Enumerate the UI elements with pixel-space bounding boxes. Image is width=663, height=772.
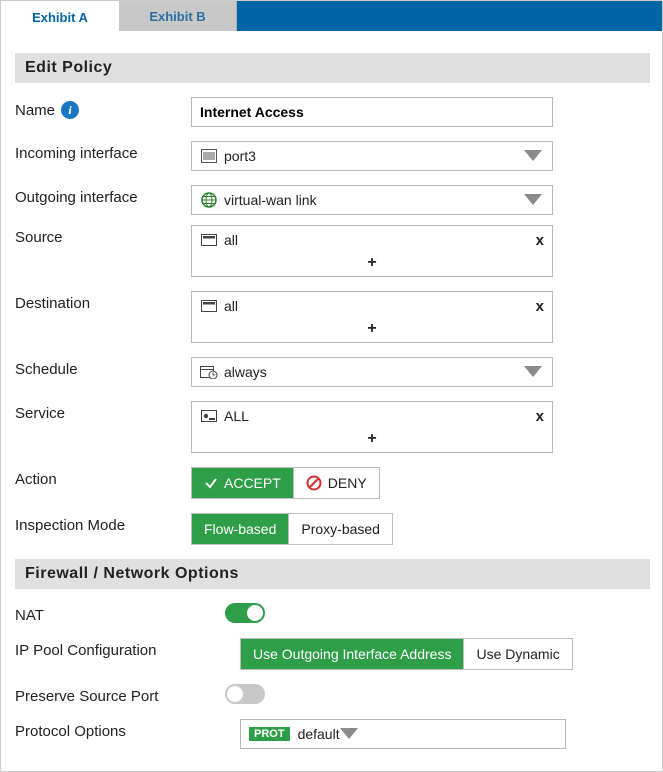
service-item-value: ALL bbox=[224, 408, 249, 424]
chevron-down-icon bbox=[524, 366, 542, 378]
source-item-value: all bbox=[224, 232, 238, 248]
protocol-value: default bbox=[298, 726, 340, 742]
inspection-proxy-button[interactable]: Proxy-based bbox=[289, 514, 392, 544]
prot-badge: PROT bbox=[249, 727, 290, 741]
add-destination-button[interactable]: + bbox=[192, 320, 552, 342]
action-accept-button[interactable]: ACCEPT bbox=[192, 468, 294, 498]
tab-exhibit-a[interactable]: Exhibit A bbox=[1, 1, 119, 31]
ip-pool-outgoing-button[interactable]: Use Outgoing Interface Address bbox=[241, 639, 464, 669]
section-firewall-network: Firewall / Network Options bbox=[15, 559, 650, 589]
add-source-button[interactable]: + bbox=[192, 254, 552, 276]
ip-pool-dynamic-button[interactable]: Use Dynamic bbox=[464, 639, 571, 669]
schedule-value: always bbox=[224, 364, 267, 380]
section-edit-policy: Edit Policy bbox=[15, 53, 650, 83]
label-preserve-source-port: Preserve Source Port bbox=[15, 684, 225, 705]
globe-icon bbox=[200, 191, 218, 209]
chevron-down-icon bbox=[340, 728, 358, 740]
destination-multiselect[interactable]: all x + bbox=[191, 291, 553, 343]
schedule-select[interactable]: always bbox=[191, 357, 553, 387]
check-icon bbox=[204, 476, 218, 490]
label-destination: Destination bbox=[15, 291, 191, 312]
nat-toggle[interactable] bbox=[225, 603, 265, 623]
outgoing-interface-value: virtual-wan link bbox=[224, 192, 317, 208]
label-outgoing-interface: Outgoing interface bbox=[15, 185, 191, 206]
preserve-source-port-toggle[interactable] bbox=[225, 684, 265, 704]
label-source: Source bbox=[15, 225, 191, 246]
tab-exhibit-b[interactable]: Exhibit B bbox=[119, 1, 237, 31]
name-input[interactable] bbox=[191, 97, 553, 127]
label-protocol-options: Protocol Options bbox=[15, 719, 240, 740]
address-icon bbox=[200, 231, 218, 249]
service-icon bbox=[200, 407, 218, 425]
inspection-flow-button[interactable]: Flow-based bbox=[192, 514, 289, 544]
outgoing-interface-select[interactable]: virtual-wan link bbox=[191, 185, 553, 215]
inspection-toggle: Flow-based Proxy-based bbox=[191, 513, 393, 545]
label-inspection-mode: Inspection Mode bbox=[15, 513, 191, 534]
label-service: Service bbox=[15, 401, 191, 422]
tab-bar: Exhibit A Exhibit B bbox=[1, 1, 662, 31]
label-schedule: Schedule bbox=[15, 357, 191, 378]
chevron-down-icon bbox=[524, 150, 542, 162]
label-ip-pool: IP Pool Configuration bbox=[15, 638, 240, 659]
port-icon bbox=[200, 147, 218, 165]
label-action: Action bbox=[15, 467, 191, 488]
ip-pool-toggle: Use Outgoing Interface Address Use Dynam… bbox=[240, 638, 573, 670]
address-icon bbox=[200, 297, 218, 315]
chevron-down-icon bbox=[524, 194, 542, 206]
remove-icon[interactable]: x bbox=[536, 298, 544, 315]
incoming-interface-select[interactable]: port3 bbox=[191, 141, 553, 171]
info-icon[interactable]: i bbox=[61, 101, 79, 119]
calendar-clock-icon bbox=[200, 363, 218, 381]
label-nat: NAT bbox=[15, 603, 225, 624]
label-name: Name i bbox=[15, 97, 191, 119]
action-toggle: ACCEPT DENY bbox=[191, 467, 380, 499]
destination-item-value: all bbox=[224, 298, 238, 314]
deny-icon bbox=[306, 475, 322, 491]
incoming-interface-value: port3 bbox=[224, 148, 256, 164]
source-multiselect[interactable]: all x + bbox=[191, 225, 553, 277]
remove-icon[interactable]: x bbox=[536, 232, 544, 249]
add-service-button[interactable]: + bbox=[192, 430, 552, 452]
label-incoming-interface: Incoming interface bbox=[15, 141, 191, 162]
remove-icon[interactable]: x bbox=[536, 408, 544, 425]
action-deny-button[interactable]: DENY bbox=[294, 468, 379, 498]
service-multiselect[interactable]: ALL x + bbox=[191, 401, 553, 453]
